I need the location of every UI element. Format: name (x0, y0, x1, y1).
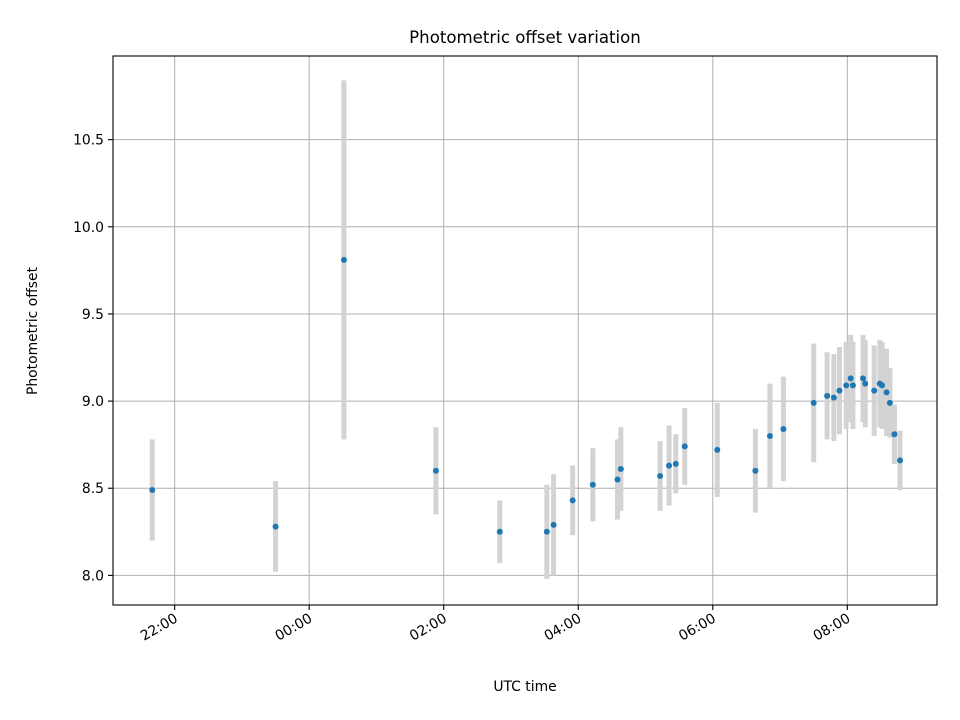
data-point (810, 399, 817, 406)
grid-layer (113, 56, 937, 605)
data-point (871, 387, 878, 394)
data-point (860, 375, 867, 382)
data-point (849, 382, 856, 389)
x-tick-label: 04:00 (542, 611, 585, 645)
data-point (714, 446, 721, 453)
point-layer (149, 256, 904, 535)
data-point (886, 399, 893, 406)
x-tick-label: 22:00 (138, 611, 181, 645)
data-point (666, 462, 673, 469)
data-point (614, 476, 621, 483)
x-tick-label: 02:00 (407, 611, 450, 645)
data-point (862, 380, 869, 387)
y-tick-label: 10.5 (73, 133, 104, 149)
tick-layer: 22:00 00:00 02:00 04:00 06:00 08:00 8.0 8.5 9.0 9… (73, 133, 853, 645)
data-point (149, 486, 156, 493)
data-point (752, 467, 759, 474)
data-point (340, 256, 347, 263)
data-point (589, 481, 596, 488)
data-point (897, 457, 904, 464)
data-point (543, 528, 550, 535)
data-point (550, 521, 557, 528)
data-point (672, 460, 679, 467)
data-point (836, 387, 843, 394)
x-tick-label: 00:00 (273, 611, 316, 645)
data-point (879, 382, 886, 389)
data-point (830, 394, 837, 401)
data-point (272, 523, 279, 530)
data-point (657, 473, 664, 480)
errorbar-layer (149, 80, 903, 579)
y-tick-label: 9.0 (82, 394, 104, 410)
y-tick-label: 8.0 (82, 568, 104, 584)
data-point (569, 497, 576, 504)
data-point (847, 375, 854, 382)
data-point (883, 389, 890, 396)
y-axis-label: Photometric offset (25, 266, 41, 395)
data-point (766, 432, 773, 439)
y-tick-label: 10.0 (73, 220, 104, 236)
chart-title: Photometric offset variation (409, 28, 641, 47)
data-point (432, 467, 439, 474)
data-point (824, 392, 831, 399)
data-point (496, 528, 503, 535)
y-tick-label: 9.5 (82, 307, 104, 323)
data-point (617, 466, 624, 473)
data-point (681, 443, 688, 450)
data-point (780, 425, 787, 432)
x-axis-label: UTC time (493, 679, 556, 695)
x-tick-label: 08:00 (811, 611, 854, 645)
data-point (843, 382, 850, 389)
data-point (891, 431, 898, 438)
y-tick-label: 8.5 (82, 481, 104, 497)
x-tick-label: 06:00 (676, 611, 719, 645)
plot-frame (112, 55, 938, 606)
